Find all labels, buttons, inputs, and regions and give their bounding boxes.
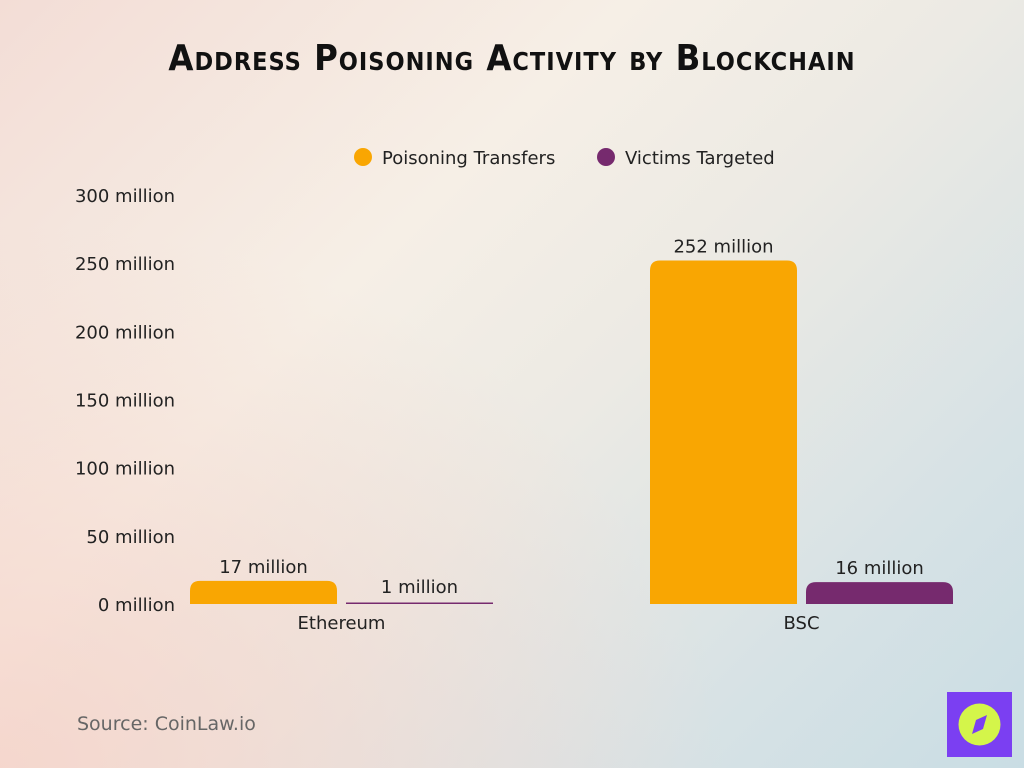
- legend-label: Victims Targeted: [625, 148, 775, 169]
- y-tick-label: 300 million: [75, 186, 175, 207]
- compass-icon: [958, 703, 1001, 746]
- legend-marker: [354, 148, 372, 166]
- y-tick-label: 250 million: [75, 254, 175, 275]
- y-tick-label: 50 million: [86, 527, 175, 548]
- data-label: 16 million: [835, 558, 924, 579]
- bar: [190, 580, 337, 604]
- y-tick-label: 0 million: [98, 595, 175, 616]
- bar: [650, 260, 797, 604]
- y-tick-label: 150 million: [75, 391, 175, 412]
- x-tick-label: BSC: [783, 613, 819, 634]
- legend-label: Poisoning Transfers: [382, 148, 555, 169]
- data-label: 252 million: [673, 236, 773, 257]
- x-tick-label: Ethereum: [298, 613, 386, 634]
- logo: [947, 692, 1012, 757]
- source-text: Source: CoinLaw.io: [77, 713, 256, 735]
- y-tick-label: 200 million: [75, 322, 175, 343]
- bar: [806, 582, 953, 604]
- chart-title: Address Poisoning Activity by Blockchain: [168, 38, 856, 79]
- data-label: 1 million: [381, 577, 458, 598]
- data-label: 17 million: [219, 557, 308, 578]
- bar: [346, 602, 493, 604]
- legend-marker: [597, 148, 615, 166]
- y-tick-label: 100 million: [75, 459, 175, 480]
